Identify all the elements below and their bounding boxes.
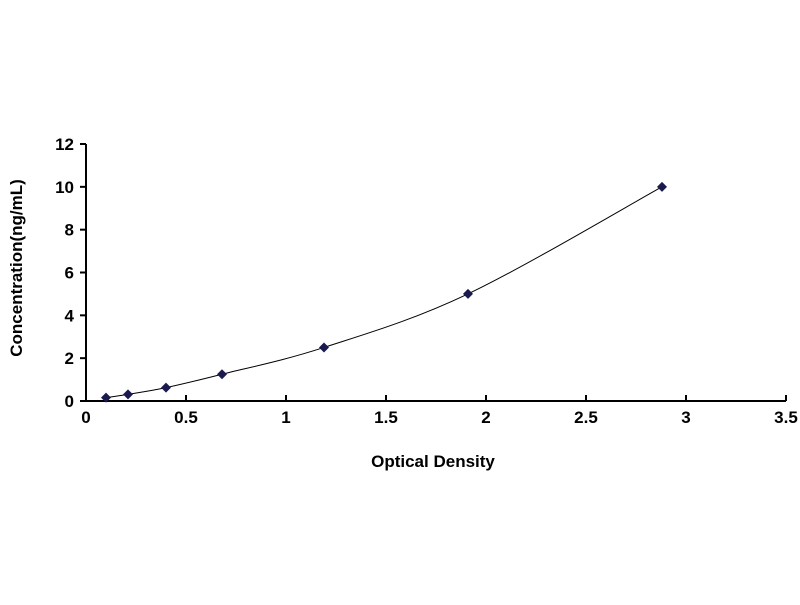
tick-labels: 0 0.5 1 1.5 2 2.5 3 3.5 0 2 4 6 8 10 12 <box>55 135 798 427</box>
data-point <box>217 369 227 380</box>
x-axis-label: Optical Density <box>371 452 495 471</box>
y-tick-label: 4 <box>65 306 75 325</box>
x-tick-label: 1.5 <box>374 408 398 427</box>
data-point <box>161 382 171 393</box>
x-tick-label: 3.5 <box>774 408 798 427</box>
y-tick-label: 10 <box>55 178 74 197</box>
data-points <box>101 181 667 403</box>
data-point <box>463 288 473 299</box>
y-tick-label: 8 <box>65 221 74 240</box>
fit-curve <box>105 186 663 399</box>
data-point <box>123 389 133 400</box>
y-axis-label: Concentration(ng/mL) <box>7 179 26 357</box>
x-tick-label: 0.5 <box>174 408 198 427</box>
data-point <box>319 342 329 353</box>
x-tick-label: 2 <box>481 408 490 427</box>
x-tick-label: 3 <box>681 408 690 427</box>
y-tick-label: 12 <box>55 135 74 154</box>
x-tick-label: 0 <box>81 408 90 427</box>
data-point <box>657 181 667 192</box>
x-tick-label: 1 <box>281 408 290 427</box>
data-point <box>101 392 111 403</box>
y-tick-label: 6 <box>65 264 74 283</box>
y-tick-label: 0 <box>65 392 74 411</box>
x-tick-label: 2.5 <box>574 408 598 427</box>
axes <box>80 143 787 402</box>
y-tick-label: 2 <box>65 349 74 368</box>
